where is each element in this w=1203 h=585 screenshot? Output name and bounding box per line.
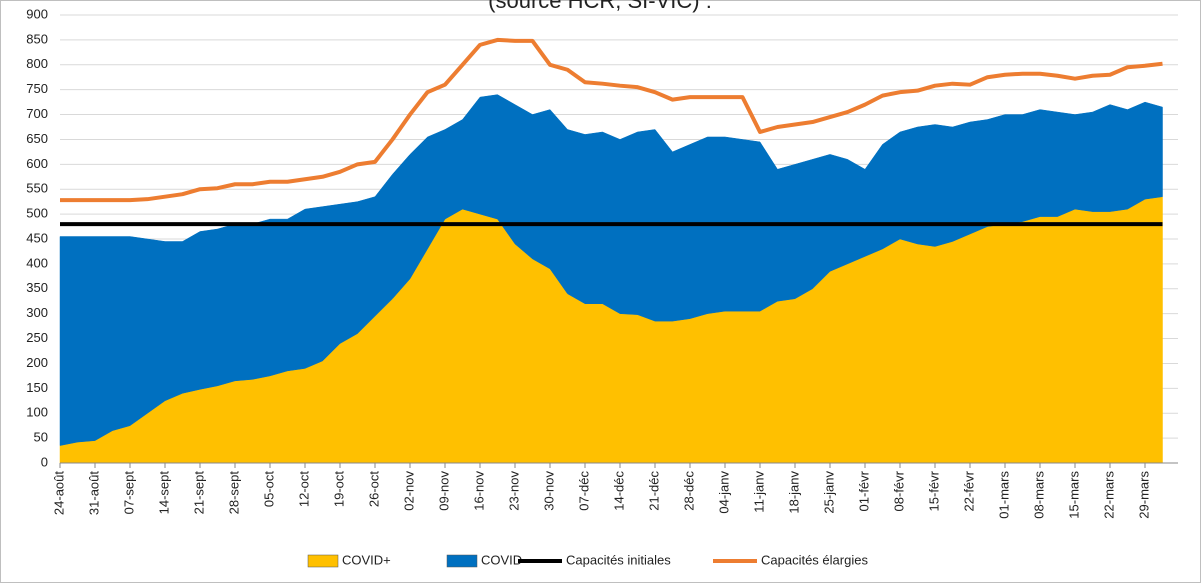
x-tick-label: 21-déc [646, 471, 661, 511]
x-tick-label: 05-oct [261, 471, 276, 508]
x-tick-label: 09-nov [436, 471, 451, 511]
x-tick-label: 25-janv [821, 471, 836, 514]
x-tick-label: 08-mars [1031, 471, 1046, 519]
y-tick-label: 750 [26, 81, 48, 96]
x-tick-label: 07-sept [121, 471, 136, 515]
x-tick-label: 14-sept [156, 471, 171, 515]
x-tick-label: 15-mars [1066, 471, 1081, 519]
y-tick-label: 550 [26, 181, 48, 196]
x-tick-label: 24-août [51, 471, 66, 515]
y-tick-label: 350 [26, 280, 48, 295]
x-tick-label: 01-mars [996, 471, 1011, 519]
legend-label: COVID- [481, 552, 527, 567]
y-tick-label: 450 [26, 230, 48, 245]
x-tick-label: 21-sept [191, 471, 206, 515]
legend-swatch [307, 554, 339, 568]
x-tick-label: 14-déc [611, 471, 626, 511]
area [59, 94, 1163, 446]
x-tick-label: 02-nov [401, 471, 416, 511]
x-tick-label: 01-févr [856, 470, 871, 511]
y-tick-label: 250 [26, 330, 48, 345]
chart-title: (source HCR, SI-VIC) : [488, 0, 712, 13]
x-tick-label: 11-janv [751, 471, 766, 513]
x-tick-label: 22-févr [961, 470, 976, 511]
y-tick-label: 50 [34, 430, 48, 445]
x-tick-label: 12-oct [296, 471, 311, 508]
y-tick-label: 400 [26, 255, 48, 270]
x-tick-label: 26-oct [366, 471, 381, 508]
x-tick-label: 30-nov [541, 471, 556, 511]
y-tick-label: 200 [26, 355, 48, 370]
y-tick-label: 0 [41, 454, 48, 469]
x-tick-label: 23-nov [506, 471, 521, 511]
x-tick-label: 31-août [86, 471, 101, 515]
legend-label: COVID+ [342, 552, 391, 567]
x-tick-label: 22-mars [1101, 471, 1116, 519]
x-tick-label: 04-janv [716, 471, 731, 514]
line [60, 37, 1163, 203]
y-tick-label: 900 [26, 6, 48, 21]
y-tick-label: 100 [26, 405, 48, 420]
x-tick-label: 07-déc [576, 471, 591, 511]
x-tick-label: 08-févr [891, 470, 906, 511]
y-tick-label: 800 [26, 56, 48, 71]
legend-item: COVID+ [307, 552, 391, 568]
x-tick-label: 29-mars [1136, 471, 1151, 519]
legend-item: COVID- [446, 552, 527, 568]
y-tick-label: 300 [26, 305, 48, 320]
legend-item: Capacités initiales [518, 552, 671, 567]
x-tick-label: 19-oct [331, 471, 346, 508]
legend-label: Capacités initiales [566, 552, 671, 567]
y-tick-label: 600 [26, 156, 48, 171]
x-tick-label: 28-sept [226, 471, 241, 515]
y-tick-label: 850 [26, 31, 48, 46]
x-tick-label: 18-janv [786, 471, 801, 514]
x-tick-label: 15-févr [926, 470, 941, 511]
legend-swatch [446, 554, 478, 568]
legend-item: Capacités élargies [713, 552, 868, 567]
y-tick-label: 150 [26, 380, 48, 395]
y-tick-label: 500 [26, 206, 48, 221]
y-tick-label: 700 [26, 106, 48, 121]
x-tick-label: 16-nov [471, 471, 486, 511]
x-tick-label: 28-déc [681, 471, 696, 511]
legend-label: Capacités élargies [761, 552, 868, 567]
y-tick-label: 650 [26, 131, 48, 146]
